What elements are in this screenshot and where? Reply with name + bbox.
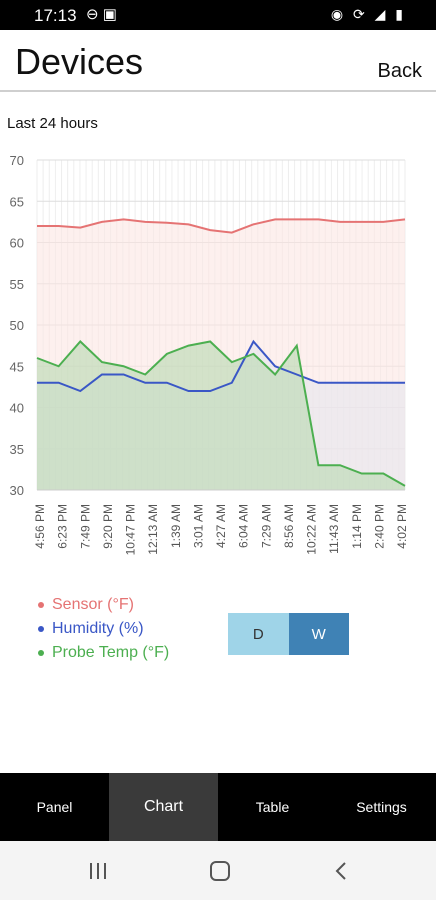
recent-apps-icon[interactable] [88,861,108,881]
legend-label: Sensor (°F) [52,596,134,613]
tab-chart[interactable]: Chart [109,773,218,841]
day-toggle-button[interactable]: D [228,613,289,655]
back-nav-icon[interactable] [334,861,348,881]
back-button[interactable]: Back [377,60,422,82]
legend-dot [38,650,44,656]
x-tick-label: 4:02 PM [395,504,409,549]
x-tick-label: 7:29 AM [259,504,273,548]
x-tick-label: 4:56 PM [33,504,47,549]
wifi-icon: ◉ [330,6,347,22]
status-bar: 17:13 ⊖ ▣ ◉ ⟳ ◢ ▮ [0,0,436,30]
tab-bar: Panel Chart Table Settings [0,773,436,841]
legend-item-humidity: Humidity (%) [38,617,169,641]
y-tick-label: 60 [10,236,24,251]
x-tick-label: 3:01 AM [191,504,205,548]
x-tick-label: 9:20 PM [101,504,115,549]
day-week-toggle: D W [228,613,349,655]
x-tick-label: 4:27 AM [214,504,228,548]
x-tick-label: 8:56 AM [282,504,296,548]
series-line-2 [36,340,406,487]
system-nav-bar [0,841,436,900]
week-toggle-button[interactable]: W [288,613,349,655]
notification-icons: ⊖ ▣ [86,6,117,23]
chart-legend: Sensor (°F) Humidity (%) Probe Temp (°F) [38,593,169,665]
x-tick-label: 6:23 PM [56,504,70,549]
status-time: 17:13 [34,6,77,25]
y-tick-label: 50 [10,318,24,333]
battery-icon: ▮ [395,6,406,22]
series-area-2 [37,341,405,490]
x-tick-label: 10:47 PM [124,504,138,555]
y-tick-label: 45 [10,359,24,374]
x-tick-label: 2:40 PM [372,504,386,549]
x-tick-label: 10:22 AM [305,504,319,555]
chart-svg: 30 35 40 45 50 55 60 65 70 4:56 PM 6:23 PM 7:49 PM 9… [10,153,409,555]
legend-label: Probe Temp (°F) [52,644,170,661]
tab-table[interactable]: Table [255,799,290,815]
chart: 30 35 40 45 50 55 60 65 70 4:56 PM 6:23 PM 7:49 PM 9… [0,145,436,575]
x-tick-label: 11:43 AM [327,504,341,554]
x-tick-label: 1:39 AM [169,504,183,548]
x-tick-label: 7:49 PM [78,504,92,549]
legend-dot [38,626,44,632]
signal-icon: ◢ [374,6,389,22]
legend-item-probe-temp: Probe Temp (°F) [38,641,169,665]
y-tick-label: 30 [10,483,24,498]
series-line-0 [37,218,406,234]
series-line-1 [37,339,405,393]
chart-range-label: Last 24 hours [7,115,98,132]
page-title: Devices [15,41,144,82]
y-tick-label: 65 [10,194,24,209]
tab-settings[interactable]: Settings [356,799,407,815]
home-icon[interactable] [209,861,231,881]
legend-dot [38,602,44,608]
y-tick-label: 40 [10,401,24,416]
y-tick-label: 55 [10,277,24,292]
x-tick-label: 6:04 AM [237,504,251,548]
tab-panel[interactable]: Panel [36,799,73,815]
sync-icon: ⟳ [352,6,368,22]
legend-label: Humidity (%) [52,620,144,637]
title-bar: Devices Back [0,30,436,92]
legend-item-sensor: Sensor (°F) [38,593,169,617]
y-tick-label: 35 [10,442,24,457]
x-tick-label: 1:14 PM [350,504,364,549]
y-tick-label: 70 [10,153,24,168]
x-tick-label: 12:13 AM [146,504,160,555]
system-icons: ◉ ⟳ ◢ ▮ [331,6,406,23]
